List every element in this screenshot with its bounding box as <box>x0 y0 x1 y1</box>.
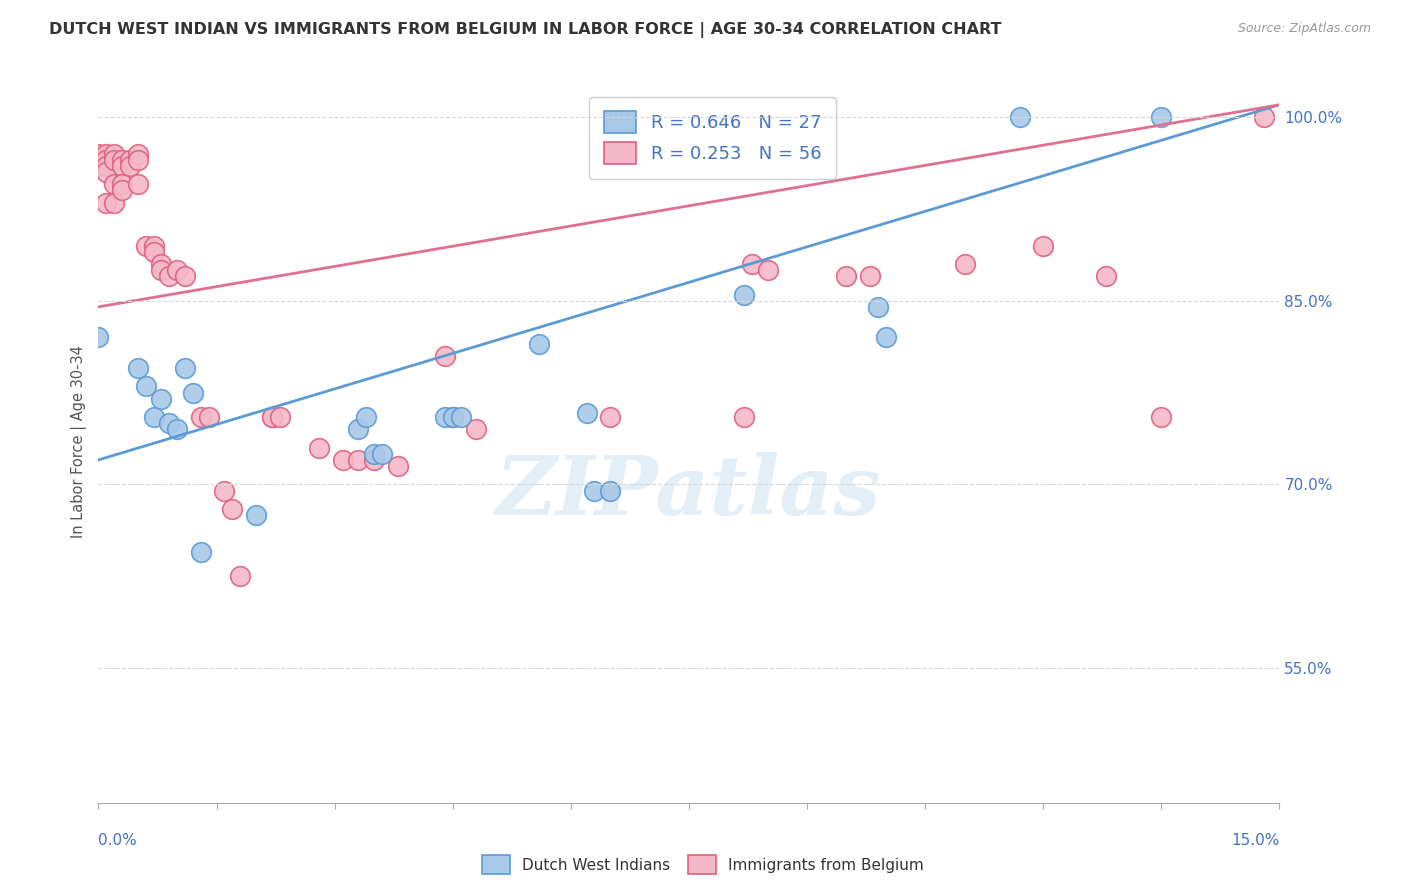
Point <box>96 165 118 179</box>
Point <box>875 330 897 344</box>
Point <box>214 483 236 498</box>
Legend: Dutch West Indians, Immigrants from Belgium: Dutch West Indians, Immigrants from Belg… <box>477 849 929 880</box>
Point <box>354 410 377 425</box>
Point <box>166 422 188 436</box>
Point <box>197 410 219 425</box>
Point <box>269 410 291 425</box>
Point <box>260 410 283 425</box>
Text: 0.0%: 0.0% <box>98 833 138 848</box>
Point <box>756 263 779 277</box>
Point <box>741 257 763 271</box>
Point <box>229 569 252 583</box>
Point <box>157 269 180 284</box>
Point <box>87 330 110 344</box>
Point <box>433 349 456 363</box>
Point <box>150 392 173 406</box>
Point <box>190 410 212 425</box>
Point <box>433 410 456 425</box>
Point <box>87 159 110 173</box>
Point <box>174 361 197 376</box>
Point <box>111 178 134 192</box>
Point <box>96 195 118 210</box>
Point <box>441 410 464 425</box>
Point <box>371 447 394 461</box>
Text: ZIPatlas: ZIPatlas <box>496 452 882 533</box>
Point <box>450 410 472 425</box>
Point <box>387 458 409 473</box>
Point <box>111 184 134 198</box>
Point <box>308 441 330 455</box>
Point <box>599 410 621 425</box>
Point <box>150 257 173 271</box>
Point <box>575 406 598 420</box>
Point <box>142 238 165 252</box>
Point <box>347 453 370 467</box>
Point <box>127 153 149 167</box>
Point <box>221 502 243 516</box>
Text: 15.0%: 15.0% <box>1232 833 1279 848</box>
Point <box>103 146 125 161</box>
Point <box>127 146 149 161</box>
Point <box>599 483 621 498</box>
Point <box>1150 110 1173 124</box>
Point <box>127 178 149 192</box>
Point <box>127 361 149 376</box>
Point <box>347 422 370 436</box>
Point <box>332 453 354 467</box>
Point <box>96 159 118 173</box>
Point <box>135 238 157 252</box>
Point <box>1008 110 1031 124</box>
Point <box>118 153 141 167</box>
Point <box>363 447 385 461</box>
Point <box>733 287 755 301</box>
Point <box>859 269 882 284</box>
Point <box>111 153 134 167</box>
Point <box>245 508 267 522</box>
Legend: R = 0.646   N = 27, R = 0.253   N = 56: R = 0.646 N = 27, R = 0.253 N = 56 <box>589 96 835 178</box>
Point <box>441 410 464 425</box>
Point <box>103 178 125 192</box>
Text: Source: ZipAtlas.com: Source: ZipAtlas.com <box>1237 22 1371 36</box>
Point <box>142 410 165 425</box>
Point <box>103 153 125 167</box>
Point <box>953 257 976 271</box>
Point <box>96 146 118 161</box>
Point <box>583 483 606 498</box>
Point <box>150 263 173 277</box>
Point <box>190 545 212 559</box>
Point <box>103 195 125 210</box>
Point <box>166 263 188 277</box>
Y-axis label: In Labor Force | Age 30-34: In Labor Force | Age 30-34 <box>72 345 87 538</box>
Point <box>1095 269 1118 284</box>
Point <box>1150 410 1173 425</box>
Point <box>96 153 118 167</box>
Point <box>111 159 134 173</box>
Point <box>835 269 858 284</box>
Point <box>465 422 488 436</box>
Point <box>87 153 110 167</box>
Point <box>181 385 204 400</box>
Point <box>157 416 180 430</box>
Point <box>142 244 165 259</box>
Text: DUTCH WEST INDIAN VS IMMIGRANTS FROM BELGIUM IN LABOR FORCE | AGE 30-34 CORRELAT: DUTCH WEST INDIAN VS IMMIGRANTS FROM BEL… <box>49 22 1001 38</box>
Point <box>1032 238 1054 252</box>
Point <box>174 269 197 284</box>
Point <box>529 336 551 351</box>
Point <box>733 410 755 425</box>
Point <box>118 159 141 173</box>
Point <box>135 379 157 393</box>
Point <box>1253 110 1275 124</box>
Point <box>363 453 385 467</box>
Point <box>87 146 110 161</box>
Point <box>260 410 283 425</box>
Point <box>866 300 889 314</box>
